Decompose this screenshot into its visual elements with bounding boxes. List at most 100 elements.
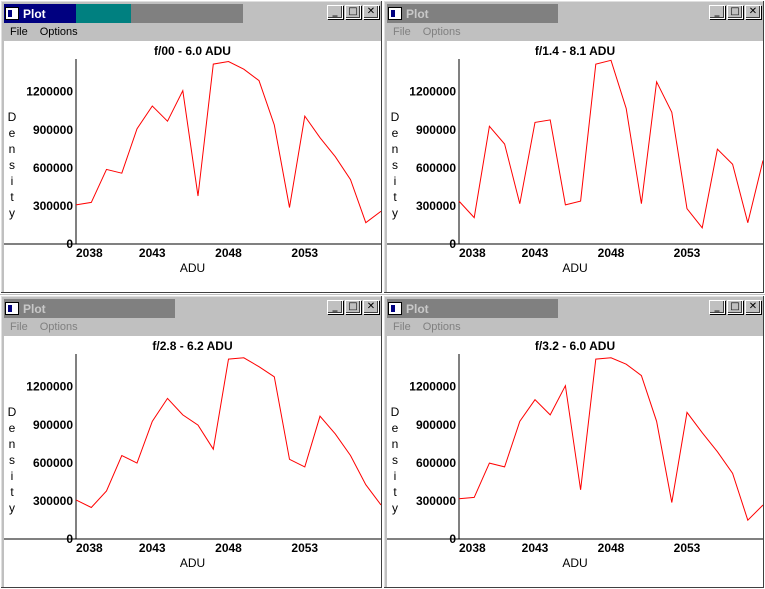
plot-title: f/3.2 - 6.0 ADU [535, 339, 615, 353]
y-tick-label: 1200000 [26, 380, 73, 394]
y-tick-label: 1200000 [26, 85, 73, 99]
y-tick-label: 600000 [33, 161, 73, 175]
menu-options[interactable]: Options [422, 26, 461, 38]
x-tick-label: 2048 [215, 246, 242, 260]
x-tick-label: 2048 [598, 246, 625, 260]
plot-window-4[interactable]: Plot _ □ ✕ File Options f/3.2 - 6.0 ADU 0… [383, 295, 765, 589]
x-axis-label: ADU [562, 261, 587, 275]
y-tick-label: 900000 [33, 123, 73, 137]
menu-bar: File Options [4, 23, 84, 41]
window-title: Plot [23, 301, 46, 316]
minimize-button[interactable]: _ [327, 300, 343, 314]
plot-title: f/1.4 - 8.1 ADU [535, 44, 615, 58]
maximize-button[interactable]: □ [727, 5, 743, 19]
x-tick-label: 2038 [459, 246, 486, 260]
x-tick-label: 2043 [139, 246, 166, 260]
x-tick-label: 2053 [674, 246, 701, 260]
menu-options[interactable]: Options [39, 26, 78, 38]
density-series-line [458, 59, 763, 229]
plot-area: f/1.4 - 8.1 ADU 0 300000 600000 900000 120000… [387, 41, 763, 292]
x-tick-label: 2053 [291, 541, 318, 555]
window-controls: _ □ ✕ [709, 300, 761, 314]
title-bar[interactable]: Plot [387, 4, 558, 23]
plot-canvas: f/00 - 6.0 ADU 0 300000 600000 900000 1200000… [4, 44, 381, 275]
maximize-button[interactable]: □ [345, 300, 361, 314]
maximize-button[interactable]: □ [727, 300, 743, 314]
close-button[interactable]: ✕ [363, 300, 379, 314]
x-tick-label: 2038 [459, 541, 486, 555]
x-tick-label: 2038 [76, 541, 103, 555]
y-tick-label: 300000 [33, 199, 73, 213]
plot-canvas: f/1.4 - 8.1 ADU 0 300000 600000 900000 120000… [387, 44, 763, 275]
x-axis-label: ADU [562, 556, 587, 570]
close-button[interactable]: ✕ [745, 300, 761, 314]
density-series-line [75, 60, 381, 224]
menu-bar: File Options [387, 23, 467, 41]
title-bar[interactable]: Plot [4, 299, 175, 318]
menu-bar: File Options [387, 318, 467, 336]
y-tick-label: 0 [66, 532, 73, 546]
x-tick-label: 2048 [215, 541, 242, 555]
menu-file[interactable]: File [10, 321, 28, 333]
y-tick-label: 0 [66, 237, 73, 251]
y-tick-label: 300000 [416, 199, 456, 213]
x-tick-label: 2038 [76, 246, 103, 260]
window-title: Plot [23, 6, 46, 21]
close-button[interactable]: ✕ [745, 5, 761, 19]
plot-area: f/00 - 6.0 ADU 0 300000 600000 900000 1200000… [4, 41, 381, 292]
y-tick-label: 900000 [33, 418, 73, 432]
minimize-button[interactable]: _ [709, 300, 725, 314]
density-series-line [75, 357, 381, 509]
y-tick-label: 900000 [416, 123, 456, 137]
close-button[interactable]: ✕ [363, 5, 379, 19]
menu-options[interactable]: Options [422, 321, 461, 333]
window-title: Plot [406, 301, 429, 316]
y-tick-label: 600000 [416, 456, 456, 470]
window-controls: _ □ ✕ [709, 5, 761, 19]
menu-options[interactable]: Options [39, 321, 78, 333]
plot-title: f/00 - 6.0 ADU [154, 44, 231, 58]
window-title: Plot [406, 6, 429, 21]
density-series-line [458, 357, 763, 522]
plot-window-2[interactable]: Plot _ □ ✕ File Options f/1.4 - 8.1 ADU 0… [383, 0, 765, 294]
y-tick-label: 900000 [416, 418, 456, 432]
window-icon[interactable] [388, 302, 402, 315]
x-tick-label: 2043 [522, 541, 549, 555]
x-axis-label: ADU [180, 556, 205, 570]
x-tick-label: 2053 [674, 541, 701, 555]
plot-window-3[interactable]: Plot _ □ ✕ File Options f/2.8 - 6.2 ADU 0… [0, 295, 383, 589]
x-axis-label: ADU [180, 261, 205, 275]
y-tick-label: 300000 [416, 494, 456, 508]
plot-window-1[interactable]: Plot _ □ ✕ File Options f/00 - 6.0 ADU 0 3… [0, 0, 383, 294]
window-controls: _ □ ✕ [327, 5, 379, 19]
window-icon[interactable] [5, 7, 19, 20]
y-tick-label: 600000 [416, 161, 456, 175]
plot-title: f/2.8 - 6.2 ADU [152, 339, 232, 353]
menu-file[interactable]: File [393, 26, 411, 38]
title-bar[interactable]: Plot [4, 4, 243, 23]
window-icon[interactable] [388, 7, 402, 20]
minimize-button[interactable]: _ [327, 5, 343, 19]
y-tick-label: 1200000 [409, 85, 456, 99]
y-tick-label: 0 [449, 532, 456, 546]
x-tick-label: 2053 [291, 246, 318, 260]
y-tick-label: 300000 [33, 494, 73, 508]
plot-canvas: f/2.8 - 6.2 ADU 0 300000 600000 900000 120000… [4, 339, 381, 570]
x-tick-label: 2043 [522, 246, 549, 260]
menu-file[interactable]: File [10, 26, 28, 38]
y-tick-label: 0 [449, 237, 456, 251]
minimize-button[interactable]: _ [709, 5, 725, 19]
menu-bar: File Options [4, 318, 84, 336]
x-tick-label: 2048 [598, 541, 625, 555]
plot-canvas: f/3.2 - 6.0 ADU 0 300000 600000 900000 120000… [387, 339, 763, 570]
menu-file[interactable]: File [393, 321, 411, 333]
y-tick-label: 1200000 [409, 380, 456, 394]
window-icon[interactable] [5, 302, 19, 315]
maximize-button[interactable]: □ [345, 5, 361, 19]
title-bar[interactable]: Plot [387, 299, 558, 318]
y-tick-label: 600000 [33, 456, 73, 470]
plot-area: f/2.8 - 6.2 ADU 0 300000 600000 900000 120000… [4, 336, 381, 587]
